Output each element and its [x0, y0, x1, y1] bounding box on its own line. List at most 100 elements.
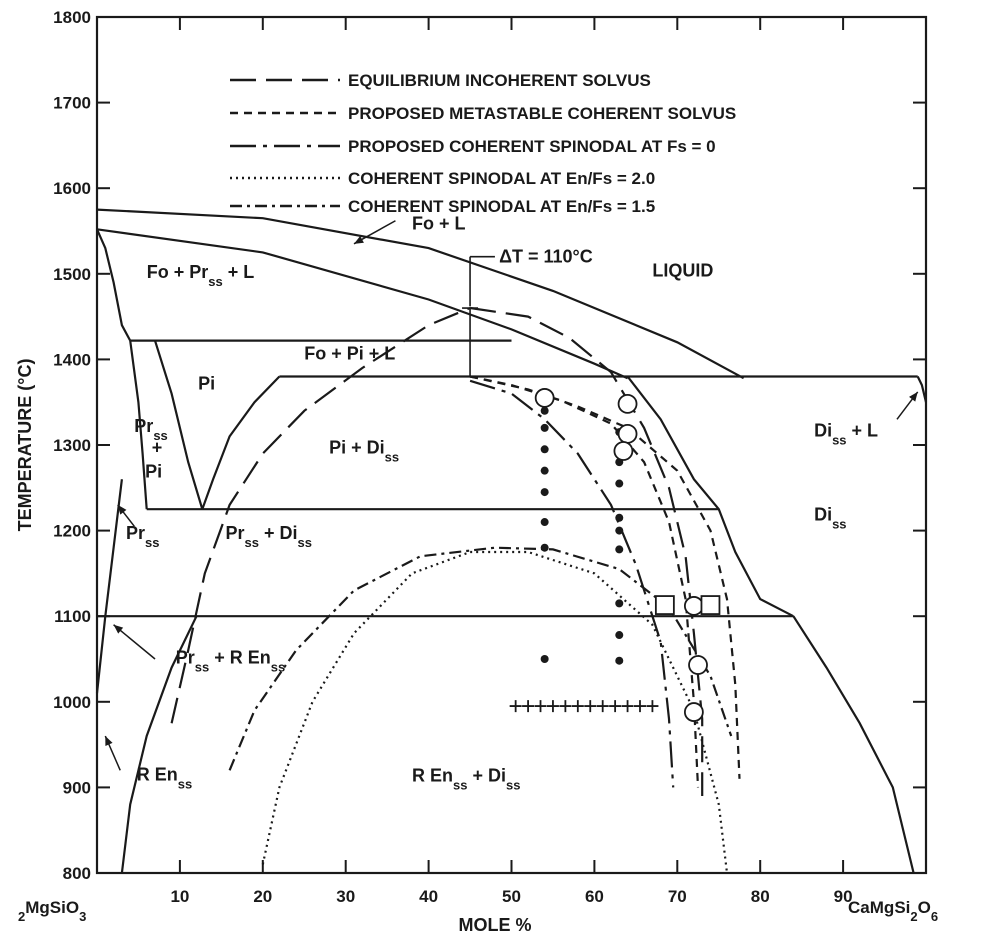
data-point-filled-circle [540, 445, 549, 454]
region-label-pr-di: Prss + Diss [225, 523, 311, 550]
legend-label: COHERENT SPINODAL AT En/Fs = 2.0 [348, 169, 655, 188]
y-tick-label: 900 [63, 778, 91, 797]
y-tick-label: 1800 [53, 8, 91, 27]
arrow-fo-l-head [353, 235, 364, 244]
data-point-plus [559, 700, 572, 713]
y-tick-label: 1500 [53, 265, 91, 284]
data-point-plus [509, 700, 522, 713]
y-tick-label: 1300 [53, 436, 91, 455]
liquidus-upper-curve [96, 208, 745, 380]
data-point-plus [633, 700, 646, 713]
arrow-ren-head [105, 736, 113, 747]
legend-label: EQUILIBRIUM INCOHERENT SOLVUS [348, 71, 651, 90]
y-tick-label: 800 [63, 864, 91, 883]
region-labels: Fo + L Fo + Prss + L LIQUID Fo + Pi + L Pi Pr… [104, 213, 919, 792]
data-point-open-circle [617, 423, 638, 444]
x-tick-label: 30 [336, 887, 355, 906]
x-tick-label: 90 [834, 887, 853, 906]
region-label-pi-bottom: Pi [145, 462, 162, 482]
fo-pr-boundary [95, 228, 132, 342]
metastable-coherent-solvus-inner [469, 375, 700, 788]
incoherent-solvus-left [170, 306, 471, 724]
data-point-plus [546, 700, 559, 713]
data-point-filled-circle [615, 631, 624, 640]
coherent-spinodal-1-5 [228, 546, 733, 771]
data-point-open-circle [617, 394, 638, 414]
data-point-plus [571, 700, 584, 713]
ren-boundary [120, 615, 198, 874]
data-point-plus [584, 700, 597, 713]
data-point-open-circle [683, 596, 704, 616]
x-end-label-right: CaMgSi2O6 [848, 898, 938, 924]
region-label-fo-pi-l: Fo + Pi + L [304, 343, 395, 363]
data-point-filled-circle [615, 513, 624, 522]
pi-boundary-right [201, 375, 281, 510]
arrow-di-l-head [909, 391, 918, 402]
data-point-plus [609, 700, 622, 713]
data-point-filled-circle [615, 526, 624, 535]
x-tick-label: 50 [502, 887, 521, 906]
y-tick-label: 1000 [53, 693, 91, 712]
data-point-filled-circle [540, 655, 549, 663]
data-point-filled-circle [615, 656, 624, 665]
phase-boundaries [95, 208, 928, 874]
data-point-plus [596, 700, 609, 713]
region-label-ren: R Enss [137, 765, 192, 792]
legend-label: PROPOSED COHERENT SPINODAL AT Fs = 0 [348, 137, 716, 156]
region-label-pi: Pi [198, 373, 215, 393]
y-tick-label: 1100 [54, 607, 91, 626]
x-tick-label: 20 [253, 887, 272, 906]
y-tick-label: 1700 [53, 94, 91, 113]
di-liquidus-end [916, 376, 928, 403]
coherent-spinodal-fs0 [469, 379, 675, 788]
y-axis-title: TEMPERATURE (°C) [15, 359, 35, 532]
region-label-pr: Prss [126, 523, 159, 550]
data-point-filled-circle [540, 518, 549, 527]
pi-boundary-left [153, 340, 204, 510]
delta-t-annotation: ΔT = 110°C [499, 247, 593, 267]
region-label-fo-l: Fo + L [412, 213, 466, 233]
data-point-open-circle [534, 388, 555, 408]
data-point-plus [522, 700, 535, 713]
region-label-di: Diss [814, 504, 846, 531]
di-solvus-solid [626, 375, 794, 618]
data-points [509, 388, 721, 722]
data-point-filled-circle [615, 599, 624, 608]
region-label-ren-di: R Enss + Diss [412, 765, 520, 792]
legend-label: PROPOSED METASTABLE COHERENT SOLVUS [348, 104, 736, 123]
x-tick-label: 60 [585, 887, 604, 906]
region-label-pi-di: Pi + Diss [329, 438, 399, 465]
data-point-plus [621, 700, 634, 713]
x-tick-label: 10 [170, 887, 189, 906]
axes: 800 900 1000 1100 1200 1300 1400 1500 1600 1700 18… [15, 8, 938, 935]
data-point-filled-circle [540, 488, 549, 497]
legend-label: COHERENT SPINODAL AT En/Fs = 1.5 [348, 197, 655, 216]
x-tick-label: 40 [419, 887, 438, 906]
data-point-filled-circle [540, 466, 549, 475]
region-label-plus: + [152, 438, 163, 458]
legend: EQUILIBRIUM INCOHERENT SOLVUS PROPOSED ME… [230, 71, 736, 216]
pr-boundary-left [129, 340, 148, 510]
arrow-pr-ren-head [113, 624, 124, 634]
region-label-di-l: Diss + L [814, 420, 878, 447]
data-point-filled-circle [615, 545, 624, 554]
region-label-pr-ren: Prss + R Enss [176, 647, 285, 674]
x-end-label-left: 2MgSiO3 [18, 898, 86, 924]
x-axis-title: MOLE % [458, 915, 531, 935]
data-point-filled-circle [540, 543, 549, 552]
di-solvus-lower [792, 615, 915, 874]
region-label-fo-pr-l: Fo + Prss + L [147, 262, 255, 289]
y-tick-label: 1400 [53, 350, 91, 369]
data-point-open-circle [683, 702, 704, 722]
region-label-prss-top: Prss [134, 416, 167, 443]
data-point-filled-circle [540, 423, 549, 432]
pr-en-boundary-left [95, 479, 123, 694]
data-point-plus [646, 700, 659, 713]
x-tick-label: 70 [668, 887, 687, 906]
y-tick-label: 1200 [53, 522, 91, 541]
arrow-pr-head [117, 504, 127, 515]
x-tick-label: 80 [751, 887, 770, 906]
region-label-liquid: LIQUID [652, 260, 713, 280]
incoherent-solvus-right [469, 306, 704, 796]
